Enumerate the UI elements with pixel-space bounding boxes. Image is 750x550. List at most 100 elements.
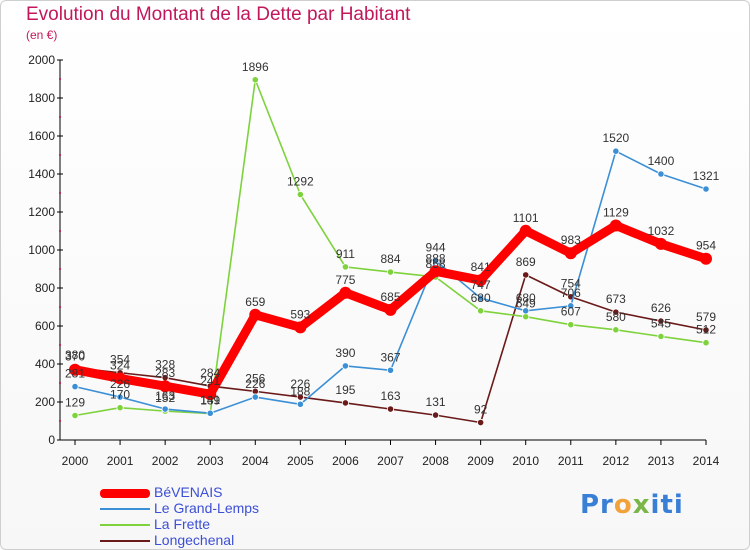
data-label: 775 <box>335 273 355 287</box>
data-label: 545 <box>651 316 671 330</box>
data-point <box>341 263 350 271</box>
data-label: 626 <box>651 301 671 315</box>
data-label: 747 <box>471 278 491 292</box>
data-label: 911 <box>336 247 355 261</box>
x-tick-label: 2000 <box>62 454 89 468</box>
legend-label: La Frette <box>154 516 211 532</box>
data-point <box>522 271 530 279</box>
data-label: 324 <box>110 358 130 372</box>
data-label: 607 <box>561 305 581 319</box>
legend-label: Longechenal <box>154 532 235 548</box>
data-point <box>116 393 124 401</box>
x-tick-label: 2003 <box>197 454 224 468</box>
y-tick-label: 1800 <box>28 91 55 105</box>
proxiti-logo: Proxiti <box>580 490 684 520</box>
data-point <box>386 268 395 276</box>
data-point <box>429 265 442 278</box>
data-point <box>522 313 530 321</box>
data-label: 983 <box>561 233 581 247</box>
data-point <box>386 405 395 413</box>
legend-item: BéVENAIS <box>100 484 360 501</box>
data-point <box>477 294 485 302</box>
x-tick-label: 2007 <box>377 454 404 468</box>
data-point <box>702 185 710 193</box>
data-point <box>567 302 575 310</box>
x-tick-label: 2004 <box>242 454 269 468</box>
data-label: 1032 <box>648 224 675 238</box>
legend: BéVENAIS Le Grand-Lemps La Frette Longechen… <box>100 484 360 549</box>
data-label: 380 <box>65 348 85 362</box>
x-tick-label: 2001 <box>107 454 134 468</box>
data-label: 680 <box>516 291 536 305</box>
data-label: 884 <box>380 252 400 266</box>
data-label: 226 <box>110 377 130 391</box>
data-label: 673 <box>606 292 626 306</box>
data-label: 944 <box>426 241 446 255</box>
data-label: 841 <box>471 260 491 274</box>
data-label: 1101 <box>513 211 539 225</box>
y-tick-label: 200 <box>35 395 55 409</box>
data-label: 226 <box>290 377 310 391</box>
data-point <box>657 317 665 325</box>
y-tick-label: 0 <box>48 433 55 447</box>
data-label: 659 <box>245 295 265 309</box>
data-point <box>431 411 440 419</box>
data-label: 139 <box>200 394 220 408</box>
data-label: 283 <box>155 366 175 380</box>
data-point <box>296 393 304 401</box>
data-point <box>567 321 575 329</box>
data-point <box>294 321 307 334</box>
legend-label: BéVENAIS <box>154 484 223 500</box>
data-label: 241 <box>200 374 220 388</box>
y-tick-label: 1200 <box>28 205 55 219</box>
data-label: 954 <box>696 239 716 253</box>
x-tick-label: 2011 <box>558 454 584 468</box>
data-label: 92 <box>474 403 488 417</box>
x-tick-label: 2008 <box>422 454 449 468</box>
data-label: 1292 <box>287 175 314 189</box>
x-tick-label: 2010 <box>512 454 539 468</box>
legend-swatch <box>100 489 150 498</box>
x-tick-label: 2006 <box>332 454 359 468</box>
data-point <box>612 147 620 155</box>
data-label: 1321 <box>693 169 720 183</box>
data-point <box>612 326 620 334</box>
data-point <box>116 404 124 412</box>
data-label: 512 <box>696 323 716 337</box>
y-tick-label: 400 <box>35 357 55 371</box>
data-label: 281 <box>65 367 85 381</box>
data-point <box>702 339 710 347</box>
data-label: 1400 <box>648 154 675 168</box>
x-tick-label: 2009 <box>467 454 494 468</box>
data-point <box>249 308 262 321</box>
data-point <box>159 380 172 393</box>
data-label: 754 <box>561 277 581 291</box>
data-label: 188 <box>290 384 310 398</box>
data-label: 706 <box>561 286 581 300</box>
x-tick-label: 2002 <box>152 454 179 468</box>
data-label: 163 <box>380 389 400 403</box>
data-label: 390 <box>335 346 355 360</box>
data-label: 1896 <box>242 60 269 74</box>
legend-label: Le Grand-Lemps <box>154 500 260 516</box>
legend-swatch <box>100 524 150 526</box>
legend-item: Le Grand-Lemps <box>100 500 360 517</box>
data-label: 152 <box>155 391 175 405</box>
x-tick-label: 2013 <box>648 454 675 468</box>
data-point <box>657 170 665 178</box>
data-label: 195 <box>335 383 355 397</box>
data-label: 869 <box>516 255 536 269</box>
data-label: 131 <box>426 395 446 409</box>
data-point <box>477 418 485 427</box>
data-label: 163 <box>155 389 175 403</box>
y-tick-label: 2000 <box>28 53 55 67</box>
y-tick-label: 600 <box>35 319 55 333</box>
data-label: 256 <box>245 371 265 385</box>
data-label: 593 <box>290 307 310 321</box>
axes: 0 200 400 600 800 1000 1200 1400 1600 1800 2000 200… <box>28 53 719 468</box>
data-point <box>702 326 710 334</box>
data-point <box>474 274 487 287</box>
